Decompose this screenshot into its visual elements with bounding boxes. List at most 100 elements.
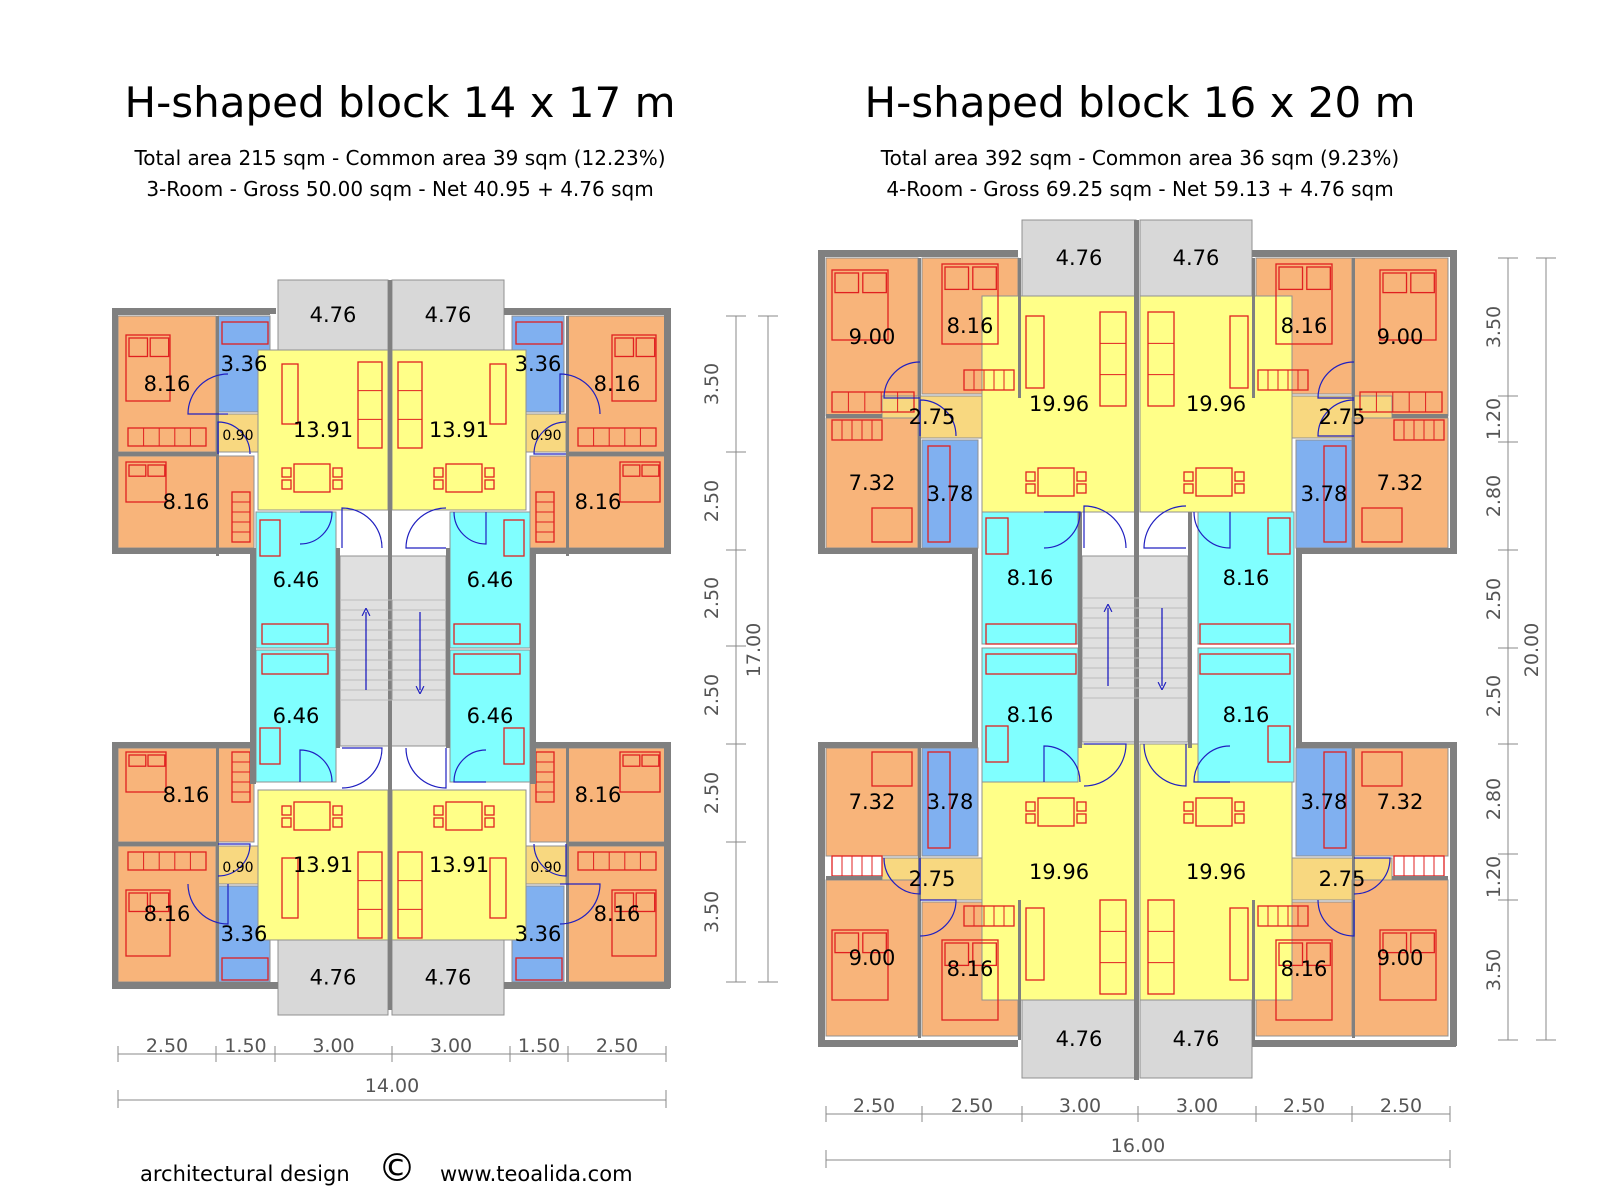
furniture <box>484 817 495 828</box>
furniture <box>1278 266 1304 291</box>
furniture <box>1323 751 1347 849</box>
furniture <box>635 337 656 358</box>
wall <box>216 742 219 982</box>
furniture <box>1076 813 1087 824</box>
furniture <box>1037 797 1075 827</box>
furniture <box>1393 419 1445 441</box>
living-room <box>257 349 389 511</box>
furniture <box>944 942 970 967</box>
wall <box>530 548 670 554</box>
door-swing <box>453 749 487 783</box>
furniture <box>1037 467 1075 497</box>
wall <box>818 742 978 748</box>
balcony-area-label: 4.76 <box>1173 246 1220 270</box>
furniture <box>1306 942 1331 967</box>
footer-url[interactable]: www.teoalida.com <box>440 1162 633 1186</box>
bedroom <box>567 845 667 983</box>
furniture <box>503 727 525 765</box>
furniture <box>149 892 170 913</box>
furniture <box>221 957 269 981</box>
door-swing <box>341 747 383 789</box>
living-room-area-label: 19.96 <box>1186 860 1246 884</box>
dimension-label: 2.50 <box>1283 1095 1325 1117</box>
balcony <box>391 939 505 1016</box>
door-swing <box>533 843 567 877</box>
furniture <box>1234 471 1245 482</box>
furniture <box>484 467 495 478</box>
furniture <box>635 892 656 913</box>
furniture <box>941 263 999 345</box>
bedroom <box>1351 747 1449 857</box>
bedroom <box>1351 879 1449 1037</box>
wall <box>112 308 118 554</box>
wall <box>1392 414 1448 418</box>
door-swing <box>341 507 383 549</box>
wall <box>1018 258 1021 398</box>
dimension-label: 2.50 <box>1380 1095 1422 1117</box>
living-room-area-label: 19.96 <box>1186 392 1246 416</box>
furniture <box>293 463 331 493</box>
wall <box>568 842 666 846</box>
bedroom-area-label: 8.16 <box>594 372 641 396</box>
stairwell <box>339 555 447 747</box>
furniture <box>281 363 299 425</box>
door-swing <box>533 421 567 455</box>
furniture <box>489 363 507 425</box>
kitchen <box>1197 647 1295 783</box>
furniture <box>1257 905 1309 927</box>
dimension-label: 2.50 <box>146 1035 188 1057</box>
furniture <box>963 369 1015 391</box>
furniture <box>281 467 292 478</box>
kitchen-area-label: 6.46 <box>467 568 514 592</box>
furniture <box>281 479 292 490</box>
balcony-area-label: 4.76 <box>1173 1027 1220 1051</box>
furniture <box>1410 272 1435 294</box>
kitchen <box>981 511 1079 645</box>
dimension-label: 3.50 <box>701 363 723 405</box>
furniture <box>515 957 563 981</box>
dimension-label: 2.50 <box>853 1095 895 1117</box>
wall <box>446 548 450 748</box>
bedroom-area-label: 8.16 <box>947 314 994 338</box>
wall <box>336 548 340 748</box>
wall <box>818 1040 1018 1047</box>
bedroom-area-label: 7.32 <box>1377 471 1424 495</box>
dimension-label: 2.50 <box>596 1035 638 1057</box>
door-swing <box>559 373 601 415</box>
furniture <box>1323 445 1347 543</box>
furniture <box>834 272 860 294</box>
living-room-area-label: 19.96 <box>1029 392 1089 416</box>
furniture <box>1099 899 1127 995</box>
furniture <box>221 321 269 345</box>
dimension-label: 2.50 <box>1483 675 1505 717</box>
kitchen <box>1197 511 1295 645</box>
furniture <box>1199 653 1291 675</box>
kitchen-area-label: 8.16 <box>1223 703 1270 727</box>
furniture <box>614 337 635 358</box>
dimension-label: 1.20 <box>1483 856 1505 898</box>
wall <box>568 452 666 456</box>
hall-area-label: 2.75 <box>1319 405 1366 429</box>
furniture <box>577 851 657 871</box>
furniture <box>489 857 507 919</box>
living-room <box>1139 295 1293 513</box>
door-swing <box>1143 505 1187 549</box>
wall <box>388 280 392 1010</box>
furniture <box>1076 483 1087 494</box>
furniture <box>293 801 331 831</box>
furniture <box>445 801 483 831</box>
furniture <box>515 321 563 345</box>
furniture <box>1361 507 1403 543</box>
furniture <box>1234 483 1245 494</box>
furniture <box>261 623 329 645</box>
furniture <box>125 751 167 793</box>
dimension-label: 14.00 <box>365 1075 419 1097</box>
wall <box>826 876 882 880</box>
furniture <box>1382 932 1408 954</box>
furniture <box>128 337 149 358</box>
furniture <box>1025 813 1036 824</box>
wall <box>530 548 536 784</box>
bathroom-area-label: 3.78 <box>927 482 974 506</box>
door-swing <box>1193 511 1231 549</box>
bedroom-area-label: 8.16 <box>594 902 641 926</box>
